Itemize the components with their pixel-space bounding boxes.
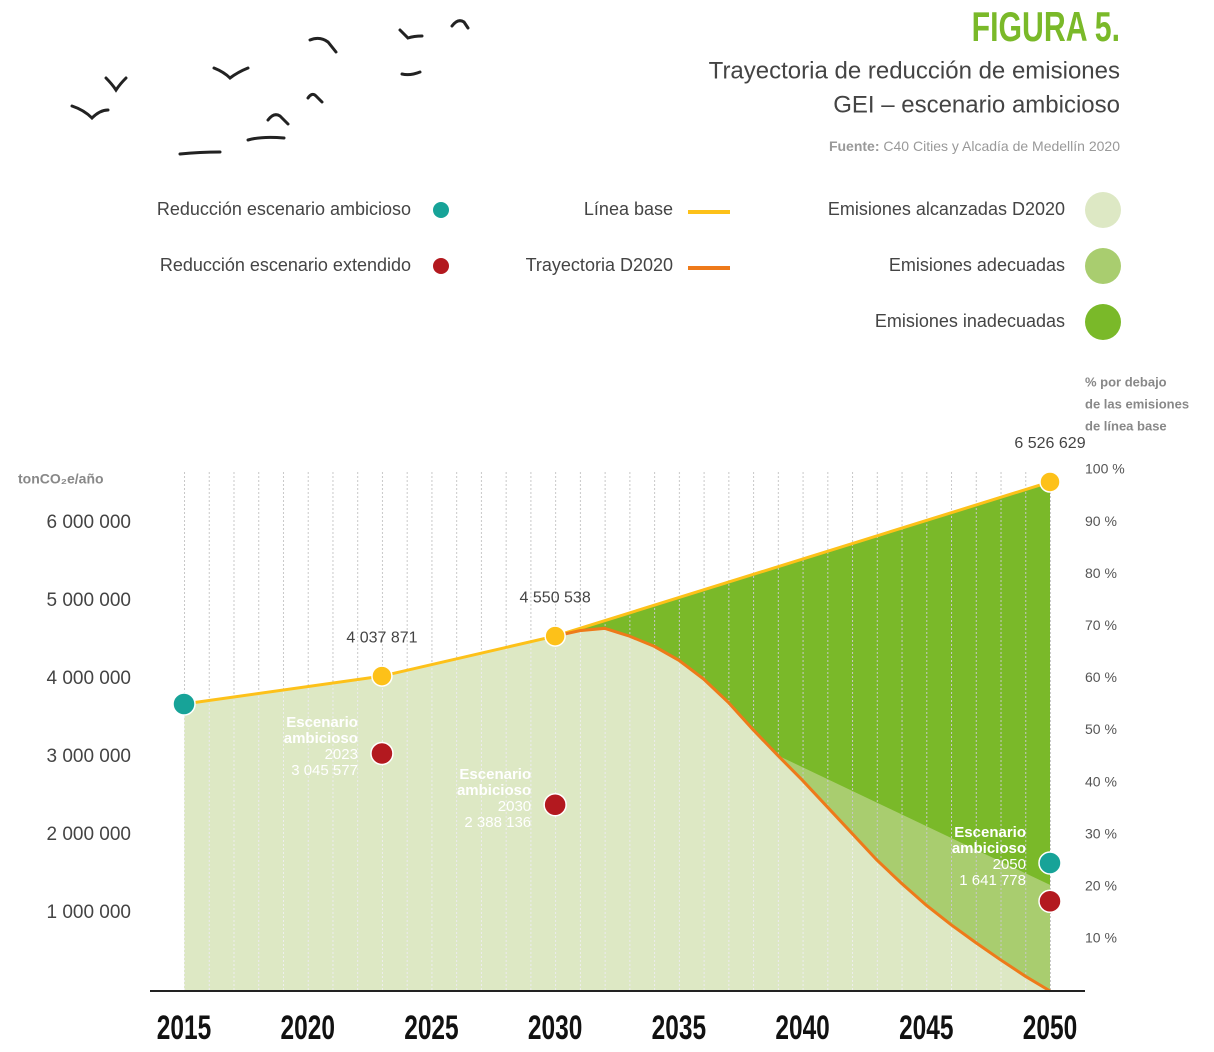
y2-tick-label: 90 % xyxy=(1085,513,1117,529)
annotation-year: 2050 xyxy=(916,857,1026,873)
legend-swatch xyxy=(433,258,449,274)
y2-tick-label: 50 % xyxy=(1085,721,1117,737)
y2-tick-label: 60 % xyxy=(1085,669,1117,685)
annotation-title: Escenario ambicioso xyxy=(421,767,531,799)
annotation-value: 1 641 778 xyxy=(916,873,1026,889)
source-text: C40 Cities y Alcadía de Medellín 2020 xyxy=(883,138,1120,154)
source-label: Fuente: xyxy=(829,138,880,154)
y-tick-label: 5 000 000 xyxy=(46,590,131,611)
y2-tick-label: 10 % xyxy=(1085,930,1117,946)
legend-label: Emisiones alcanzadas D2020 xyxy=(828,199,1065,219)
y-axis-title: tonCO₂e/año xyxy=(18,471,104,487)
legend-label: Línea base xyxy=(584,199,673,219)
x-tick-label: 2030 xyxy=(528,1009,582,1047)
x-tick-label: 2025 xyxy=(404,1009,458,1047)
subtitle: GEI – escenario ambicioso xyxy=(833,91,1120,118)
chart-title: FIGURA 5. xyxy=(972,3,1120,50)
value-label: 6 526 629 xyxy=(1014,435,1085,452)
chart: FIGURA 5. Trayectoria de reducción de em… xyxy=(0,0,1214,1052)
annotation-value: 3 045 577 xyxy=(248,763,358,779)
legend-swatch xyxy=(1085,248,1121,284)
y2-tick-label: 40 % xyxy=(1085,773,1117,789)
annotation-title: Escenario ambicioso xyxy=(248,715,358,747)
y2-tick-label: 30 % xyxy=(1085,825,1117,841)
y-tick-label: 3 000 000 xyxy=(46,746,131,767)
y2-tick-label: 80 % xyxy=(1085,565,1117,581)
line-marker xyxy=(545,626,565,646)
annotation-value: 2 388 136 xyxy=(421,815,531,831)
annotation-year: 2023 xyxy=(248,747,358,763)
x-tick: 2035 xyxy=(652,1009,706,1047)
y2-tick-label: 100 % xyxy=(1085,461,1125,477)
x-tick: 2045 xyxy=(899,1009,953,1047)
line-marker xyxy=(1040,472,1060,492)
legend-swatch xyxy=(1085,304,1121,340)
legend-label: Emisiones inadecuadas xyxy=(875,311,1065,331)
y-tick-label: 2 000 000 xyxy=(46,824,131,845)
x-tick: 2015 xyxy=(157,1009,211,1047)
point xyxy=(544,794,566,816)
x-tick-label: 2045 xyxy=(899,1009,953,1047)
x-tick: 2025 xyxy=(404,1009,458,1047)
x-tick: 2040 xyxy=(775,1009,829,1047)
x-tick-label: 2040 xyxy=(775,1009,829,1047)
y2-tick-label: 70 % xyxy=(1085,617,1117,633)
x-tick-label: 2035 xyxy=(652,1009,706,1047)
x-tick: 2030 xyxy=(528,1009,582,1047)
y2-tick-label: 20 % xyxy=(1085,878,1117,894)
y2-axis-title: de las emisiones xyxy=(1085,396,1189,411)
point xyxy=(173,693,195,715)
legend-label: Reducción escenario ambicioso xyxy=(157,199,411,219)
annotation-title: Escenario ambicioso xyxy=(916,825,1026,857)
x-tick-label: 2015 xyxy=(157,1009,211,1047)
subtitle: Trayectoria de reducción de emisiones xyxy=(709,57,1120,84)
y-tick-label: 1 000 000 xyxy=(46,902,131,923)
line-marker xyxy=(372,666,392,686)
x-tick-label: 2020 xyxy=(280,1009,334,1047)
point xyxy=(1039,852,1061,874)
source: Fuente: C40 Cities y Alcadía de Medellín… xyxy=(829,138,1120,154)
y2-axis-title: % por debajo xyxy=(1085,374,1167,389)
point xyxy=(371,742,393,764)
y2-axis-title: de línea base xyxy=(1085,418,1167,433)
annotation-year: 2030 xyxy=(421,799,531,815)
legend-swatch xyxy=(1085,192,1121,228)
x-tick-label: 2050 xyxy=(1023,1009,1077,1047)
x-tick: 2020 xyxy=(280,1009,334,1047)
value-label: 4 550 538 xyxy=(520,589,591,606)
legend-label: Trayectoria D2020 xyxy=(526,255,673,275)
x-tick: 2050 xyxy=(1023,1009,1077,1047)
value-label: 4 037 871 xyxy=(346,629,417,646)
birds xyxy=(72,21,468,154)
y-tick-label: 6 000 000 xyxy=(46,512,131,533)
point xyxy=(1039,890,1061,912)
page: FIGURA 5. Trayectoria de reducción de em… xyxy=(0,0,1214,1052)
legend-label: Emisiones adecuadas xyxy=(889,255,1065,275)
legend-label: Reducción escenario extendido xyxy=(160,255,411,275)
legend-swatch xyxy=(433,202,449,218)
y-tick-label: 4 000 000 xyxy=(46,668,131,689)
